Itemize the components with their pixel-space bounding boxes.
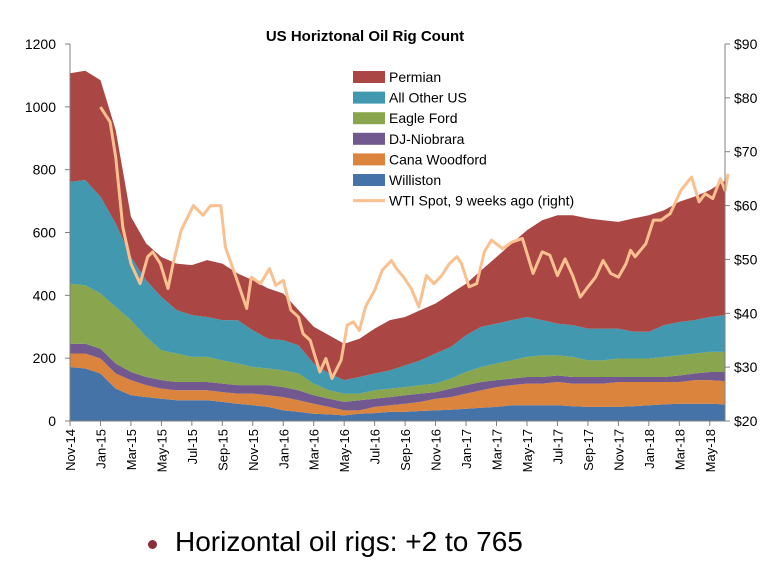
x-tick-label: Nov-16 — [429, 429, 444, 471]
legend: Permian All Other US Eagle Ford DJ-Niobrara… — [353, 69, 574, 209]
x-tick-label: Jul-17 — [550, 429, 565, 464]
x-tick-label: Nov-14 — [63, 429, 78, 471]
caption-bullet: Horizontal oil rigs: +2 to 765 — [148, 526, 523, 558]
area-permian — [70, 70, 725, 381]
x-tick-label: Mar-18 — [672, 429, 687, 470]
rig-count-chart: US Horiztonal Oil Rig Count 0 200 400 600 80… — [25, 28, 758, 472]
left-tick-label: 200 — [33, 350, 57, 366]
wti-spot-line — [99, 106, 730, 380]
legend-label-wti-spot-9-weeks-ago-right-: WTI Spot, 9 weeks ago (right) — [389, 193, 574, 209]
x-tick-label: Nov-17 — [611, 429, 626, 471]
right-tick-label: $50 — [734, 251, 758, 267]
area-all-other-us — [70, 180, 725, 394]
left-tick-label: 1200 — [25, 36, 56, 52]
right-tick-label: $70 — [734, 144, 758, 160]
legend-label-permian: Permian — [389, 69, 441, 85]
legend-swatch-eagle-ford — [353, 112, 385, 125]
x-tick-label: May-16 — [337, 429, 352, 472]
x-tick-label: May-18 — [703, 429, 718, 472]
bullet-dot-icon — [148, 539, 157, 549]
area-williston — [70, 366, 725, 421]
x-tick-label: Jan-17 — [459, 429, 474, 469]
x-tick-label: Jan-16 — [276, 429, 291, 469]
legend-label-dj-niobrara: DJ-Niobrara — [389, 131, 465, 147]
right-tick-label: $40 — [734, 305, 758, 321]
x-tick-label: Jul-16 — [368, 429, 383, 464]
left-tick-label: 400 — [33, 287, 57, 303]
right-tick-label: $90 — [734, 36, 758, 52]
x-tick-label: Mar-16 — [307, 429, 322, 470]
legend-label-all-other-us: All Other US — [389, 90, 467, 106]
legend-label-eagle-ford: Eagle Ford — [389, 110, 457, 126]
left-tick-label: 800 — [33, 162, 57, 178]
left-tick-label: 0 — [48, 413, 56, 429]
x-tick-label: Sep-15 — [215, 429, 230, 471]
x-tick-label: May-17 — [520, 429, 535, 472]
left-tick-label: 1000 — [25, 99, 56, 115]
x-tick-label: Sep-16 — [398, 429, 413, 471]
legend-swatch-cana-woodford — [353, 153, 385, 166]
x-tick-label: Sep-17 — [581, 429, 596, 471]
legend-swatch-williston — [353, 174, 385, 186]
right-tick-label: $60 — [734, 198, 758, 214]
x-tick-label: Jan-18 — [642, 429, 657, 469]
chart-title: US Horiztonal Oil Rig Count — [266, 28, 464, 45]
legend-label-cana-woodford: Cana Woodford — [389, 151, 487, 167]
x-tick-label: Mar-15 — [124, 429, 139, 470]
area-eagle-ford — [70, 283, 725, 402]
legend-swatch-dj-niobrara — [353, 132, 385, 145]
x-tick-label: Jan-15 — [93, 429, 108, 469]
legend-label-williston: Williston — [389, 172, 441, 188]
area-cana-woodford — [70, 353, 725, 416]
x-tick-label: May-15 — [154, 429, 169, 472]
right-tick-label: $20 — [734, 413, 758, 429]
right-tick-label: $30 — [734, 359, 758, 375]
legend-swatch-permian — [353, 71, 385, 83]
caption-text: Horizontal oil rigs: +2 to 765 — [175, 526, 523, 557]
x-tick-label: Mar-17 — [490, 429, 505, 470]
legend-swatch-all-other-us — [353, 91, 385, 104]
left-tick-label: 600 — [33, 225, 57, 241]
right-tick-label: $80 — [734, 90, 758, 106]
x-tick-label: Jul-15 — [185, 429, 200, 464]
x-tick-label: Nov-15 — [246, 429, 261, 471]
